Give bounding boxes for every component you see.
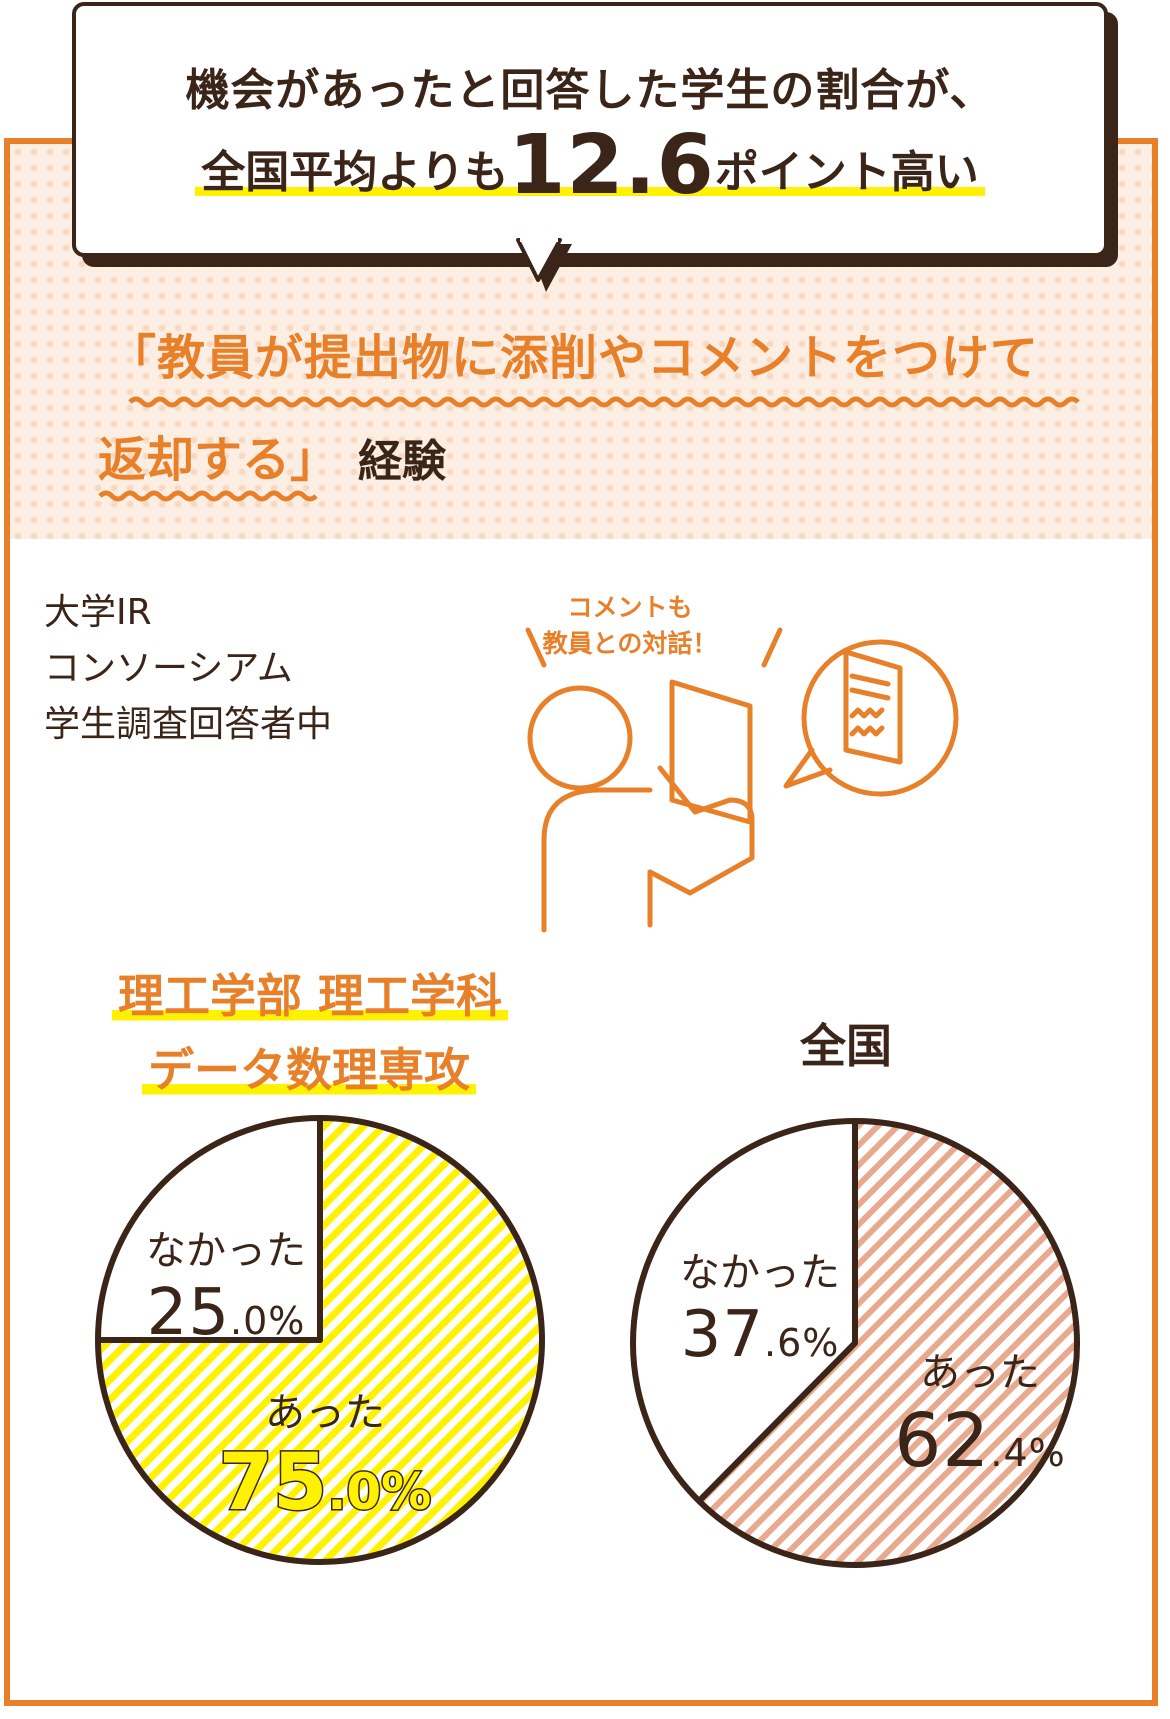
bubble-tail <box>516 236 572 292</box>
student-reading-illustration <box>525 627 959 933</box>
callout-line2: 教員との対話！ <box>542 629 718 658</box>
national-yes-percent: 62.4% <box>894 1398 1066 1484</box>
paper-squiggle-1 <box>849 707 885 719</box>
national-pie-slice-no <box>630 1118 858 1504</box>
dept-no-percent: 25.0% <box>146 1276 306 1350</box>
emphasis-line-right <box>761 627 783 668</box>
national-title: 全国 <box>800 1019 892 1073</box>
question-title-line2: 返却する」 経験 <box>98 420 446 490</box>
paper-squiggle-2 <box>849 725 885 737</box>
dept-label-no: なかった 25.0% <box>126 1218 326 1350</box>
question-title-part2: 返却する」 <box>98 432 339 488</box>
source-note: 大学IR コンソーシアム 学生調査回答者中 <box>44 592 333 745</box>
national-no-percent: 37.6% <box>680 1298 840 1372</box>
paper-line-1 <box>849 673 891 687</box>
thought-bubble-tail <box>783 747 833 789</box>
dept-yes-category: あった <box>265 1390 385 1436</box>
dept-pie-slice-yes <box>95 1115 545 1565</box>
dept-no-category: なかった <box>146 1228 306 1274</box>
headline-bubble: 機会があったと回答した学生の割合が、 全国平均よりも12.6ポイント高い <box>72 2 1108 257</box>
headline-prefix: 全国平均よりも <box>201 147 509 198</box>
national-label-no: なかった 37.6% <box>660 1240 860 1372</box>
wavy-underlines <box>98 396 1080 502</box>
dept-title-line2: データ数理専攻 <box>142 1034 476 1100</box>
dept-title-line1: 理工学部 理工学科 <box>112 960 509 1026</box>
emphasis-line-left <box>525 627 547 668</box>
thought-bubble-circle <box>801 639 959 797</box>
document-sheet <box>669 679 753 825</box>
person-head <box>527 685 633 791</box>
dept-label-yes: あった 75.0% <box>210 1380 440 1530</box>
person-body <box>541 787 653 933</box>
headline-highlight: 全国平均よりも12.6ポイント高い <box>195 118 985 213</box>
question-title-part3: 経験 <box>358 436 447 487</box>
paper-line-2 <box>849 687 891 701</box>
national-label-yes: あった 62.4% <box>870 1340 1090 1484</box>
headline-suffix: ポイント高い <box>714 147 979 198</box>
dept-yes-percent: 75.0% <box>217 1437 432 1530</box>
national-yes-category: あった <box>920 1350 1040 1396</box>
national-no-category: なかった <box>680 1250 840 1296</box>
national-pie-slice-yes <box>696 1118 1080 1568</box>
question-title-line1: 「教員が提出物に添削やコメントをつけて <box>108 330 1040 386</box>
headline-line2: 全国平均よりも12.6ポイント高い <box>76 118 1104 213</box>
callout-line1: コメントも <box>567 593 693 622</box>
illustration-callout: コメントも 教員との対話！ <box>530 590 730 662</box>
commented-paper <box>843 649 903 765</box>
headline-line1: 機会があったと回答した学生の割合が、 <box>185 65 995 116</box>
dept-pie-slice-no <box>95 1115 323 1343</box>
headline-number: 12.6 <box>508 118 715 213</box>
